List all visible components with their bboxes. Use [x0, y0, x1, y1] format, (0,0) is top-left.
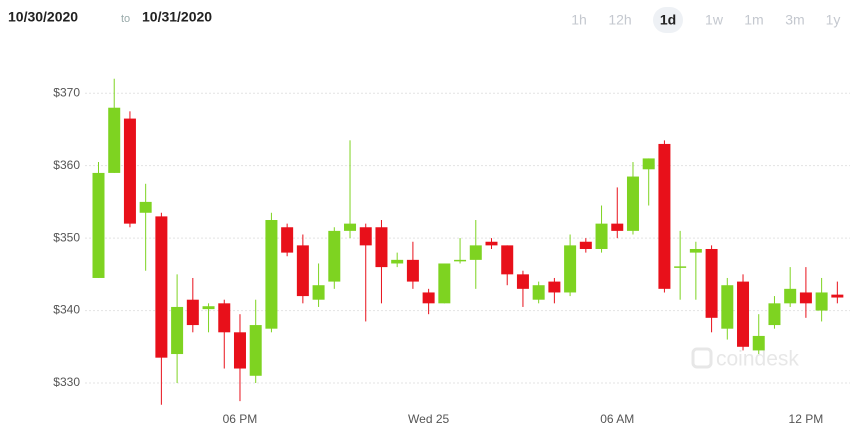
candle-body [469, 245, 482, 260]
candle-body [155, 216, 168, 358]
candle-body [737, 281, 750, 347]
candle-body [218, 303, 231, 333]
candle-body [454, 259, 467, 262]
x-tick-label: 12 PM [789, 412, 824, 426]
candle-body [312, 285, 325, 300]
candle-body [171, 306, 184, 355]
candle-body [328, 230, 341, 282]
candle-body [721, 285, 734, 329]
range-button[interactable]: 1y [826, 12, 841, 28]
range-button[interactable]: 1w [705, 12, 724, 28]
candle-body [281, 227, 294, 253]
watermark: coindesk [691, 347, 799, 371]
candle-body [202, 306, 215, 310]
candle-body [501, 245, 514, 275]
candle-body [296, 245, 309, 297]
x-tick-label: Wed 25 [408, 412, 449, 426]
candle-body [611, 223, 624, 231]
range-button[interactable]: 12h [608, 12, 631, 28]
range-button[interactable]: 1h [571, 12, 587, 28]
date-to: 10/31/2020 [142, 9, 212, 25]
range-button[interactable]: 1d [660, 12, 676, 28]
candle-body [359, 227, 372, 246]
candle-body [249, 325, 262, 376]
candle-body [658, 143, 671, 289]
candle-body [233, 332, 246, 369]
candle-body [375, 227, 388, 268]
x-tick-label: 06 PM [223, 412, 258, 426]
x-tick-label: 06 AM [600, 412, 634, 426]
watermark-text: coindesk [716, 348, 799, 371]
candle-body [815, 292, 828, 311]
y-tick-label: $330 [53, 375, 80, 389]
candle-body [532, 285, 545, 300]
candle-body [516, 274, 529, 289]
candle-body [391, 259, 404, 264]
range-button[interactable]: 1m [744, 12, 763, 28]
candle-body [265, 220, 278, 329]
y-tick-label: $370 [53, 85, 80, 99]
candle-body [752, 335, 765, 351]
candle-body [626, 176, 639, 231]
candle-body [784, 288, 797, 304]
y-tick-label: $360 [53, 158, 80, 172]
candle-body [689, 248, 702, 253]
date-from: 10/30/2020 [8, 9, 78, 25]
candle-body [564, 245, 577, 293]
candle-body [768, 303, 781, 326]
candle-body [485, 241, 498, 246]
candle-body [595, 223, 608, 249]
candle-body [579, 241, 592, 249]
y-tick-label: $350 [53, 230, 80, 244]
range-button[interactable]: 3m [785, 12, 804, 28]
candle-body [108, 107, 121, 173]
candle-body [344, 223, 357, 231]
candle-body [438, 263, 451, 304]
range-selected-bg [653, 7, 683, 33]
candle-body [705, 248, 718, 318]
candle-body [186, 299, 199, 326]
watermark-icon [691, 347, 713, 369]
date-to-word: to [121, 13, 130, 25]
candle-body [406, 259, 419, 282]
y-tick-label: $340 [53, 303, 80, 317]
candle-body [642, 158, 655, 170]
candle-body [548, 281, 561, 293]
candle-body [831, 294, 844, 298]
candle-body [422, 292, 435, 304]
candle-body [799, 292, 812, 304]
candle-body [123, 118, 136, 224]
candle-body [674, 266, 687, 268]
candle-body [139, 201, 152, 213]
candle-body [92, 172, 105, 278]
